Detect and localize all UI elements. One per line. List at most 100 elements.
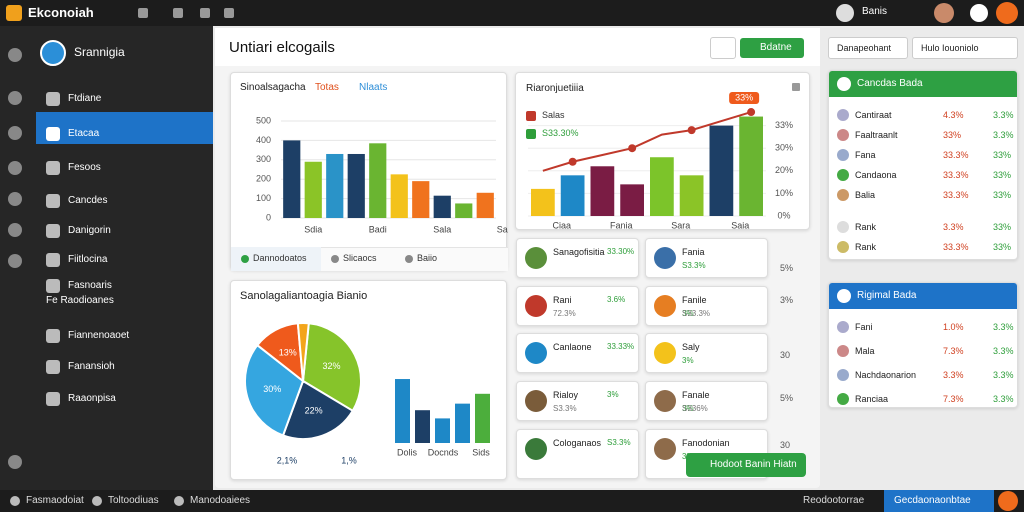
menu-item[interactable]: Danigorin (68, 225, 111, 236)
stat-card[interactable]: Sanagofisitia 33.30% (516, 238, 639, 278)
rail-icon[interactable] (8, 254, 22, 268)
notify[interactable] (970, 4, 988, 22)
menu-icon[interactable] (46, 360, 60, 374)
stat-card[interactable]: Fania S3.3% (645, 238, 768, 278)
rail-icon[interactable] (8, 48, 22, 62)
card-name: Fanile (682, 295, 707, 305)
card-sub: S33.3% (682, 309, 711, 318)
row-a: 33.3% (943, 190, 969, 200)
row-a: 33% (943, 130, 962, 140)
rail-icon[interactable] (8, 192, 22, 206)
avatar (836, 4, 854, 22)
avatar[interactable] (934, 3, 954, 23)
menu-icon[interactable] (46, 194, 60, 208)
combo-chart: 0% 10% 20% 30% 33% 33% Ciaa Fania Sara Saia (528, 92, 793, 230)
menu-icon[interactable] (46, 224, 60, 238)
bar (304, 161, 322, 218)
row-name: Cantiraat (855, 110, 892, 120)
card-value: 3% (682, 404, 694, 413)
footer-avatar (998, 491, 1018, 511)
right-tab[interactable]: Hulo Iouoniolo (912, 37, 1018, 59)
menu-item[interactable]: Fiitlocina (68, 254, 108, 265)
row-name: Mala (855, 346, 875, 356)
tab[interactable]: Slicaocs (343, 253, 377, 263)
row-b: 3.3% (993, 322, 1014, 332)
y-tick-label: 400 (256, 135, 271, 145)
bar (679, 175, 704, 216)
row-b: 3.3% (993, 110, 1014, 120)
menu-item[interactable]: Fesoos (68, 162, 101, 173)
row-a: 33.3% (943, 170, 969, 180)
bar (531, 188, 555, 216)
close-icon[interactable] (792, 83, 800, 91)
card-avatar (654, 342, 676, 364)
rail-icon[interactable] (8, 223, 22, 237)
menu-icon[interactable] (46, 329, 60, 343)
row-b: 33% (993, 222, 1012, 232)
stat-card[interactable]: Rialoy 3% S3.3% (516, 381, 639, 421)
panel-row: Fana 33.3% 33% (829, 145, 1017, 165)
row-icon (837, 109, 849, 121)
profile[interactable] (996, 2, 1018, 24)
row-name: Rank (855, 242, 877, 252)
row-icon (837, 321, 849, 333)
menu-item[interactable]: Raaonpisa (68, 393, 116, 404)
stat-card[interactable]: Saly 3% (645, 333, 768, 373)
menu-item[interactable]: Cancdes (68, 195, 108, 206)
footer-button[interactable]: Gecdaonaonbtae (884, 490, 994, 512)
tab[interactable]: Dannodoatos (253, 253, 307, 263)
row-name: Faaltraanlt (855, 130, 898, 140)
pie-chart-card: Sanolagaliantoagia Bianio 32% 22% 30% 13% 2,1… (230, 280, 507, 480)
row-b: 33% (993, 170, 1012, 180)
stat-card[interactable]: Fanile 3% S33.3% (645, 286, 768, 326)
x-tick-label: Saia (731, 220, 749, 230)
side-tick: 3% (780, 295, 794, 305)
line-point (747, 108, 756, 117)
card-avatar (654, 438, 676, 460)
toolbar-icon[interactable] (200, 8, 210, 18)
slice-label: 32% (322, 361, 340, 371)
right-tab[interactable]: Danapeohant (828, 37, 908, 59)
rail-icon[interactable] (8, 91, 22, 105)
bar (412, 181, 430, 218)
menu-icon[interactable] (46, 253, 60, 267)
stat-card[interactable]: Canlaone 33.33% (516, 333, 639, 373)
card-value: 3.6% (607, 295, 626, 304)
bar (709, 125, 734, 216)
menu-item[interactable]: Fasnoaris (68, 280, 112, 291)
floating-button[interactable]: Hodoot Banin Hiatn (686, 453, 806, 477)
rail-icon[interactable] (8, 455, 22, 469)
close-button[interactable] (710, 37, 736, 59)
menu-icon[interactable] (46, 161, 60, 175)
menu-icon[interactable] (46, 392, 60, 406)
green-button[interactable]: Bdatne (740, 38, 804, 58)
x-tick-label: Badi (369, 224, 387, 234)
main-title: Untiari elcogails (229, 39, 335, 56)
menu-item[interactable]: Etacaa (68, 128, 100, 139)
menu-item[interactable]: Fiannenoaoet (68, 330, 130, 341)
pie-slice (296, 322, 310, 382)
menu-icon[interactable] (46, 92, 60, 106)
stat-card[interactable]: Fanale 3% S336% (645, 381, 768, 421)
panel-header: Rigimal Bada (829, 283, 1017, 309)
rail-icon[interactable] (8, 161, 22, 175)
tab[interactable]: Baiio (417, 253, 438, 263)
rail-icon[interactable] (8, 126, 22, 140)
stat-card[interactable]: Cologanaos S3.3% (516, 429, 639, 479)
right-tab-label: Danapeohant (837, 43, 892, 53)
menu-item[interactable]: Fe Raodioanes (46, 295, 114, 306)
menu-icon[interactable] (46, 127, 60, 141)
toolbar-icon[interactable] (173, 8, 183, 18)
line-point (687, 126, 696, 135)
toolbar-icon[interactable] (138, 8, 148, 18)
card-value: 3% (607, 390, 619, 399)
menu-icon[interactable] (46, 279, 60, 293)
stat-card[interactable]: Rani 3.6% 72.3% (516, 286, 639, 326)
toolbar-icon[interactable] (224, 8, 234, 18)
menu-item[interactable]: Ftdiane (68, 93, 102, 104)
annotation: 1,% (341, 455, 357, 465)
panel-row: Balia 33.3% 33% (829, 185, 1017, 205)
card-name: Canlaone (553, 342, 592, 352)
menu-item[interactable]: Fanansioh (68, 361, 115, 372)
bar (650, 157, 674, 216)
